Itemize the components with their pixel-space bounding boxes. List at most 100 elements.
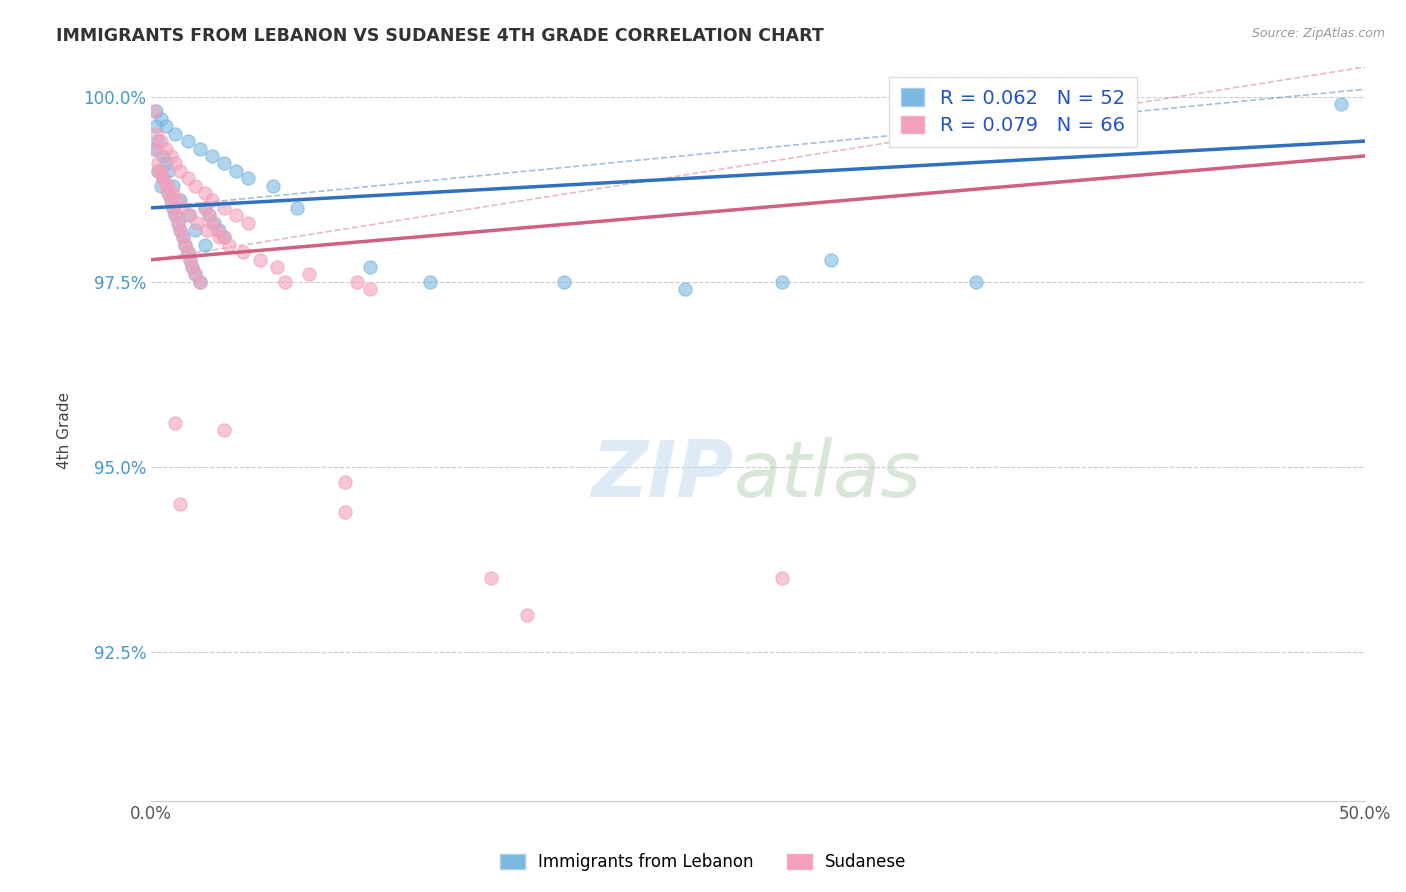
Point <box>176 245 198 260</box>
Point <box>198 208 221 222</box>
Point <box>157 163 180 178</box>
Point <box>249 252 271 267</box>
Point <box>174 238 197 252</box>
Point <box>152 149 174 163</box>
Point <box>145 142 167 156</box>
Point <box>179 252 201 267</box>
Text: Source: ZipAtlas.com: Source: ZipAtlas.com <box>1251 27 1385 40</box>
Point <box>212 230 235 244</box>
Point <box>188 275 211 289</box>
Point <box>159 194 181 208</box>
Point <box>155 156 177 170</box>
Point <box>152 171 174 186</box>
Point <box>152 171 174 186</box>
Point <box>238 216 260 230</box>
Point <box>148 156 170 170</box>
Point <box>184 223 207 237</box>
Text: atlas: atlas <box>734 436 921 513</box>
Point <box>162 186 184 200</box>
Text: ZIP: ZIP <box>592 436 734 513</box>
Point <box>145 104 167 119</box>
Point <box>159 149 181 163</box>
Point <box>346 275 368 289</box>
Point <box>232 245 254 260</box>
Point <box>162 178 184 193</box>
Point <box>162 201 184 215</box>
Point <box>1329 97 1351 112</box>
Point <box>142 142 165 156</box>
Point <box>193 201 215 215</box>
Point <box>181 260 204 274</box>
Point <box>184 268 207 282</box>
Point <box>770 275 793 289</box>
Point <box>359 282 381 296</box>
Point <box>166 216 188 230</box>
Point <box>201 194 224 208</box>
Point <box>148 134 170 148</box>
Point <box>155 142 177 156</box>
Point <box>553 275 575 289</box>
Point <box>166 194 188 208</box>
Point <box>155 120 177 134</box>
Point <box>335 505 357 519</box>
Y-axis label: 4th Grade: 4th Grade <box>58 392 72 468</box>
Point <box>149 163 172 178</box>
Point <box>172 230 194 244</box>
Point <box>193 238 215 252</box>
Point <box>238 171 260 186</box>
Legend: Immigrants from Lebanon, Sudanese: Immigrants from Lebanon, Sudanese <box>491 845 915 880</box>
Point <box>176 245 198 260</box>
Point <box>193 201 215 215</box>
Point <box>162 201 184 215</box>
Point <box>212 201 235 215</box>
Point <box>181 260 204 274</box>
Point <box>965 275 987 289</box>
Point <box>169 163 191 178</box>
Point <box>165 208 187 222</box>
Point <box>165 156 187 170</box>
Point <box>157 186 180 200</box>
Point <box>159 194 181 208</box>
Point <box>179 208 201 222</box>
Point <box>225 208 247 222</box>
Point <box>359 260 381 274</box>
Point <box>145 120 167 134</box>
Point <box>262 178 284 193</box>
Point <box>155 178 177 193</box>
Point <box>179 252 201 267</box>
Point <box>149 112 172 126</box>
Point <box>212 230 235 244</box>
Point <box>202 216 225 230</box>
Point <box>157 178 180 193</box>
Point <box>195 223 218 237</box>
Point <box>174 238 197 252</box>
Point <box>149 178 172 193</box>
Point <box>145 127 167 141</box>
Point <box>152 171 174 186</box>
Point <box>673 282 696 296</box>
Point <box>142 104 165 119</box>
Point <box>479 571 502 585</box>
Point <box>169 497 191 511</box>
Point <box>225 163 247 178</box>
Point <box>165 416 187 430</box>
Point <box>165 208 187 222</box>
Point <box>184 268 207 282</box>
Point <box>184 178 207 193</box>
Point <box>188 142 211 156</box>
Point <box>169 223 191 237</box>
Legend: R = 0.062   N = 52, R = 0.079   N = 66: R = 0.062 N = 52, R = 0.079 N = 66 <box>889 77 1136 146</box>
Point <box>212 156 235 170</box>
Point <box>172 201 194 215</box>
Text: IMMIGRANTS FROM LEBANON VS SUDANESE 4TH GRADE CORRELATION CHART: IMMIGRANTS FROM LEBANON VS SUDANESE 4TH … <box>56 27 824 45</box>
Point <box>212 423 235 437</box>
Point <box>176 208 198 222</box>
Point <box>298 268 321 282</box>
Point <box>205 223 228 237</box>
Point <box>176 134 198 148</box>
Point <box>770 571 793 585</box>
Point <box>419 275 441 289</box>
Point <box>176 171 198 186</box>
Point <box>516 608 538 623</box>
Point <box>266 260 288 274</box>
